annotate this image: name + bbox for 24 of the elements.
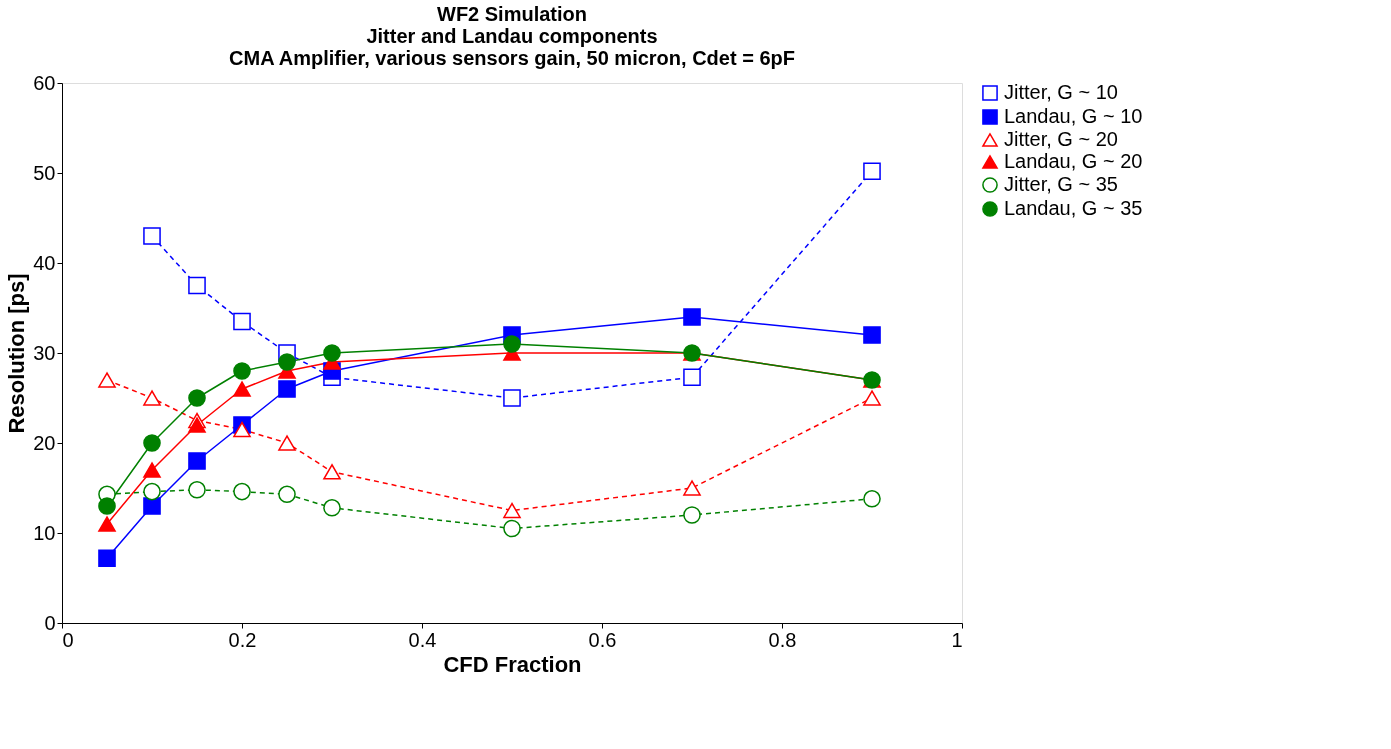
x-tick-label: 1 (951, 628, 963, 651)
legend-label: Landau, G ~ 10 (1004, 105, 1143, 127)
legend-label: Landau, G ~ 35 (1004, 197, 1143, 219)
y-tick-label: 60 (33, 71, 56, 94)
legend-label: Jitter, G ~ 10 (1004, 81, 1118, 103)
legend-label: Jitter, G ~ 35 (1004, 173, 1118, 195)
y-axis-title: Resolution [ps] (4, 273, 30, 434)
legend-label: Landau, G ~ 20 (1004, 150, 1143, 172)
y-tick-label: 30 (33, 341, 56, 364)
text: CMA Amplifier, various sensors gain, 50 micron, Cdet = 6pF (229, 47, 795, 69)
x-tick-label: 0.2 (228, 628, 257, 651)
y-tick-label: 50 (33, 161, 56, 184)
text: WF2 Simulation (437, 3, 587, 25)
x-tick-label: 0.4 (408, 628, 437, 651)
x-tick-label: 0.8 (768, 628, 797, 651)
y-tick-label: 10 (33, 521, 56, 544)
x-tick-label: 0 (62, 628, 74, 651)
x-tick-label: 0.6 (588, 628, 617, 651)
x-axis-title: CFD Fraction (443, 651, 582, 677)
text: Jitter and Landau components (366, 25, 658, 47)
legend-label: Jitter, G ~ 20 (1004, 128, 1118, 150)
y-tick-label: 0 (44, 611, 56, 634)
y-tick-label: 40 (33, 251, 56, 274)
y-tick-label: 20 (33, 431, 56, 454)
